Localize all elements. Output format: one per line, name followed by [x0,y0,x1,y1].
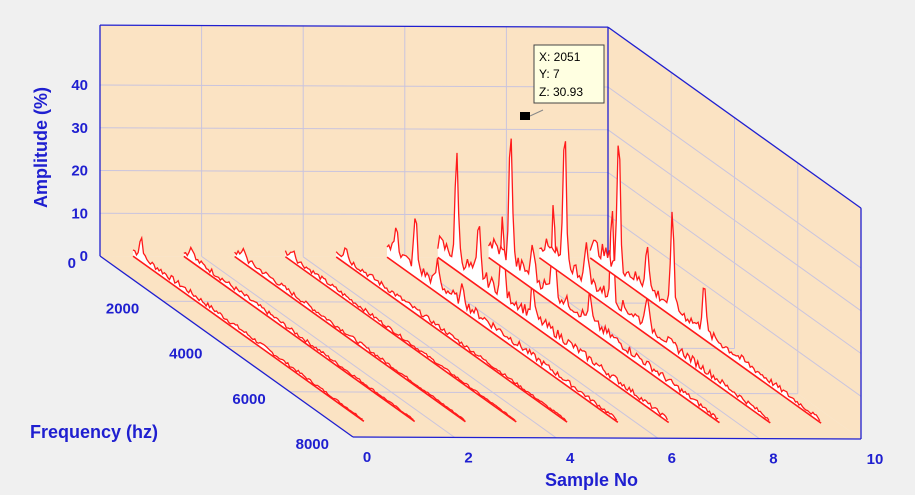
data-tip-y: Y: 7 [539,67,560,81]
waterfall-base-6 [386,256,619,423]
waterfall-line-1 [132,235,363,420]
waterfall-base-3 [234,255,466,423]
y-axis-label: Frequency (hz) [30,422,158,442]
frame-edge [99,255,354,438]
waterfall-line-10 [589,145,821,422]
x-tick-6: 6 [668,450,676,467]
data-tip-leader [529,109,544,117]
waterfall-fill-7 [437,152,669,423]
waterfall-base-7 [437,256,670,424]
z-tick-20: 20 [71,163,88,180]
waterfall-line-9 [539,141,770,421]
y-tick-0: 0 [68,255,76,272]
waterfall-line-5 [335,247,567,421]
waterfall-base-10 [589,257,822,424]
data-tip-x: X: 2051 [539,50,581,64]
z-tick-10: 10 [71,205,88,222]
waterfall-line-6 [386,218,618,421]
waterfall-lines [132,138,822,424]
waterfall-line-8 [488,138,719,420]
data-tip[interactable]: X: 2051 Y: 7 Z: 30.93 [520,44,605,120]
x-tick-8: 8 [769,451,777,468]
z-axis-label: Amplitude (%) [31,87,51,208]
waterfall-fill-9 [539,141,771,423]
y-tick-2000: 2000 [106,300,139,317]
z-tick-30: 30 [71,120,88,137]
y-tick-4000: 4000 [169,346,202,363]
waterfall-line-4 [284,250,516,421]
waterfall-base-8 [488,256,720,424]
x-tick-10: 10 [867,451,884,468]
x-tick-4: 4 [566,450,575,467]
tick-labels: 0 10 20 30 40 0 2000 4000 6000 8000 0 2 4 6 8 10 [68,77,884,468]
back-wall-pane [100,25,608,258]
axes-frame [99,24,862,440]
frame-edge [99,24,609,28]
z-tick-40: 40 [71,77,88,94]
x-axis-label: Sample No [545,470,638,490]
waterfall-fill-10 [590,145,822,424]
waterfall-base-4 [284,256,517,423]
waterfall-base-5 [335,256,568,423]
waterfall-base-9 [538,257,771,424]
y-tick-8000: 8000 [296,436,329,453]
z-tick-0: 0 [80,248,88,265]
waterfall-line-3 [234,247,465,421]
x-tick-2: 2 [464,449,472,466]
y-tick-6000: 6000 [232,391,265,408]
data-tip-marker[interactable] [520,112,530,120]
waterfall-line-7 [437,152,668,421]
x-tick-0: 0 [363,449,371,466]
data-tip-box [533,44,605,104]
waterfall-base-1 [132,255,365,422]
frame-edge [352,436,862,440]
frame-edge [607,26,862,209]
waterfall-base-2 [183,255,416,423]
data-tip-z: Z: 30.93 [539,85,583,99]
